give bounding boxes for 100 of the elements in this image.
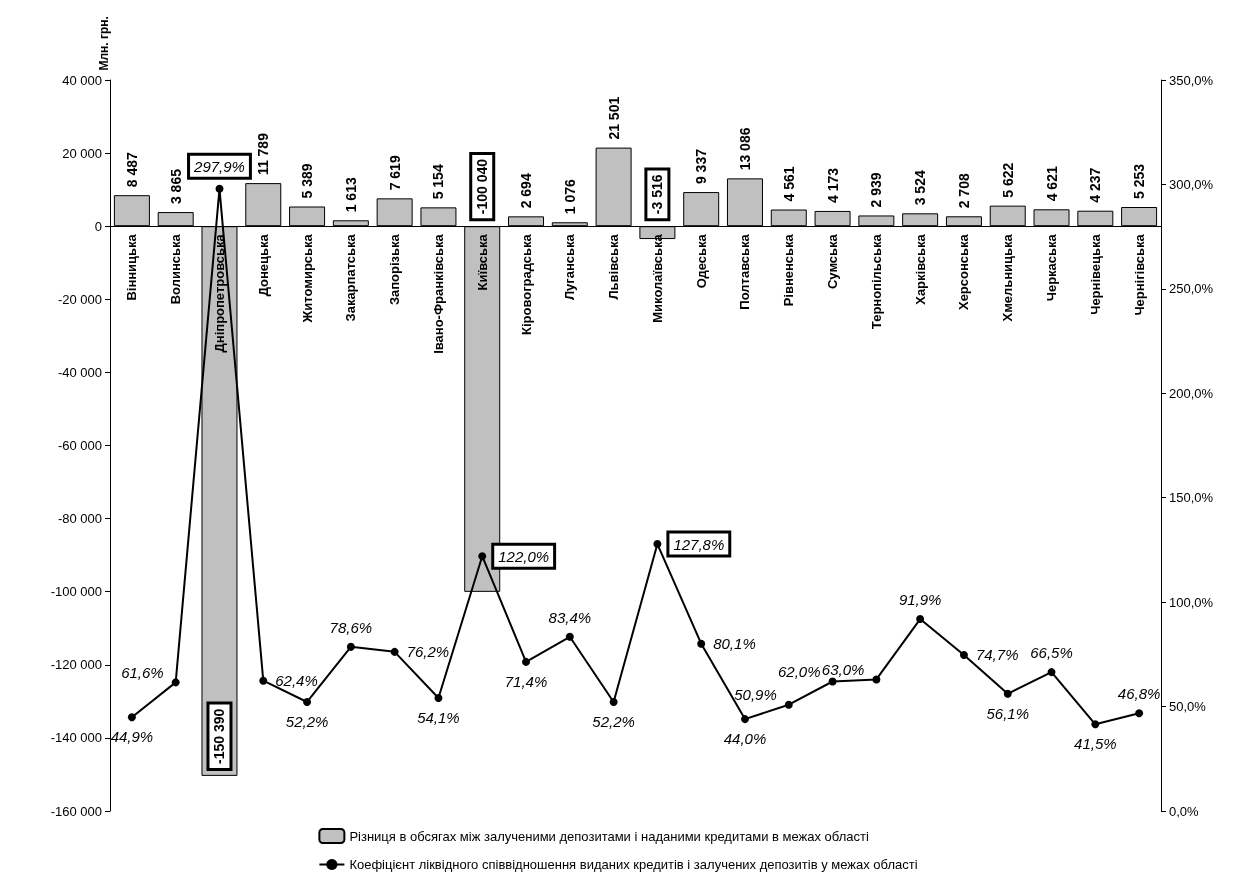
y2-tick-label: 300,0% <box>1169 176 1214 192</box>
data-label: 78,6% <box>329 618 373 636</box>
y2-tick-label: 100,0% <box>1169 594 1214 610</box>
x-tick-label: Кіровоградська <box>518 233 534 336</box>
x-tick-label: Чернівецька <box>1087 233 1103 315</box>
y-tick-label: 20 000 <box>62 145 102 161</box>
data-label: 4 237 <box>1087 167 1104 203</box>
data-label: 7 619 <box>386 155 403 191</box>
y2-tick-label: 250,0% <box>1169 281 1214 297</box>
data-label: 4 621 <box>1043 166 1060 202</box>
point <box>434 694 443 703</box>
y-tick-label: -120 000 <box>50 657 102 673</box>
data-label: 21 501 <box>605 96 622 140</box>
data-label: 62,4% <box>275 672 318 690</box>
data-label: 13 086 <box>736 127 753 171</box>
data-label: 52,2% <box>592 712 635 730</box>
data-label: 5 389 <box>299 163 316 199</box>
y2-tick-label: 200,0% <box>1169 385 1214 401</box>
data-label: 54,1% <box>417 709 460 727</box>
data-label: 74,7% <box>975 646 1019 664</box>
y-tick-label: -60 000 <box>57 438 102 453</box>
x-tick-label: Чернігівська <box>1131 233 1147 316</box>
y-tick-label: -40 000 <box>57 364 102 380</box>
x-tick-label: Харківська <box>912 233 928 305</box>
x-tick-label: Херсонська <box>956 233 972 311</box>
point <box>697 639 706 648</box>
data-label: 2 708 <box>955 173 972 209</box>
data-label: 71,4% <box>504 672 548 690</box>
point <box>1135 709 1144 718</box>
x-tick-label: Рівненська <box>781 233 797 307</box>
data-label: -150 390 <box>211 708 228 764</box>
point <box>828 677 837 686</box>
data-label: 297,9% <box>193 157 245 175</box>
y-tick-label: -140 000 <box>50 730 102 746</box>
x-tick-label: Хмельницька <box>1000 233 1016 322</box>
x-tick-label: Запорізька <box>387 233 403 306</box>
x-tick-label: Черкаська <box>1044 233 1060 302</box>
x-tick-label: Київська <box>474 233 490 291</box>
data-label: 66,5% <box>1030 644 1073 662</box>
point <box>215 184 224 193</box>
x-tick-label: Львівська <box>606 233 622 300</box>
data-label: 3 524 <box>912 170 929 206</box>
x-tick-label: Луганська <box>562 233 578 301</box>
data-label: 56,1% <box>986 704 1029 722</box>
data-label: 8 487 <box>123 151 140 188</box>
x-tick-label: Житомирська <box>299 233 315 324</box>
data-label: 122,0% <box>498 547 550 565</box>
legend-label: Різниця в обсягах між залученими депозитами і наданими кредитами в межах області <box>349 828 869 844</box>
point <box>784 700 793 709</box>
point <box>390 647 399 656</box>
y2-tick-label: 50,0% <box>1169 699 1207 715</box>
data-label: 127,8% <box>673 535 725 553</box>
point <box>740 715 749 724</box>
x-tick-label: Тернопільська <box>868 233 884 330</box>
data-label: 5 253 <box>1131 163 1148 199</box>
data-label: 91,9% <box>898 591 942 609</box>
data-label: 11 789 <box>255 132 272 176</box>
x-tick-label: Одеська <box>693 233 709 289</box>
y2-tick-label: 0,0% <box>1169 803 1200 819</box>
point <box>171 678 180 687</box>
y-tick-label: -100 000 <box>50 584 102 600</box>
data-label: 62,0% <box>778 663 821 681</box>
x-tick-label: Полтавська <box>737 233 753 310</box>
point <box>872 675 881 684</box>
data-label: -3 516 <box>649 174 666 215</box>
point <box>478 552 487 561</box>
y-axis-title: Млн. грн. <box>97 16 111 71</box>
y-tick-label: -20 000 <box>57 291 102 307</box>
x-tick-label: Волинська <box>168 233 184 305</box>
data-label: 52,2% <box>285 712 329 730</box>
y-tick-label: 0 <box>94 218 102 234</box>
point <box>959 650 968 659</box>
legend-label: Коефіцієнт ліквідного співвідношення виданих кредитів і залучених депозитів у межах області <box>349 857 918 872</box>
data-label: 44,9% <box>110 728 154 746</box>
data-label: 5 154 <box>430 164 447 200</box>
y-tick-label: -160 000 <box>50 803 102 819</box>
data-label: 4 173 <box>824 167 841 203</box>
data-label: 46,8% <box>1117 685 1161 703</box>
data-label: 80,1% <box>713 635 756 653</box>
data-label: 76,2% <box>406 643 450 661</box>
x-tick-label: Закарпатська <box>343 233 359 322</box>
point <box>346 642 355 651</box>
data-label: 2 939 <box>868 172 885 208</box>
data-label: 1 076 <box>561 179 578 215</box>
point <box>1003 689 1012 698</box>
point <box>609 697 618 706</box>
y-tick-label: -80 000 <box>57 511 102 527</box>
data-label: 41,5% <box>1074 735 1117 753</box>
data-label: 61,6% <box>121 663 164 681</box>
point <box>303 697 312 706</box>
data-label: -100 040 <box>474 158 491 215</box>
data-label: 83,4% <box>548 608 592 626</box>
data-label: 2 694 <box>518 173 535 209</box>
point <box>259 676 268 685</box>
data-label: 63,0% <box>821 660 865 678</box>
x-tick-label: Івано-Франківська <box>430 233 446 354</box>
point <box>522 657 531 666</box>
point <box>1047 668 1056 677</box>
data-label: 50,9% <box>734 686 777 704</box>
data-label: 3 865 <box>167 168 184 205</box>
